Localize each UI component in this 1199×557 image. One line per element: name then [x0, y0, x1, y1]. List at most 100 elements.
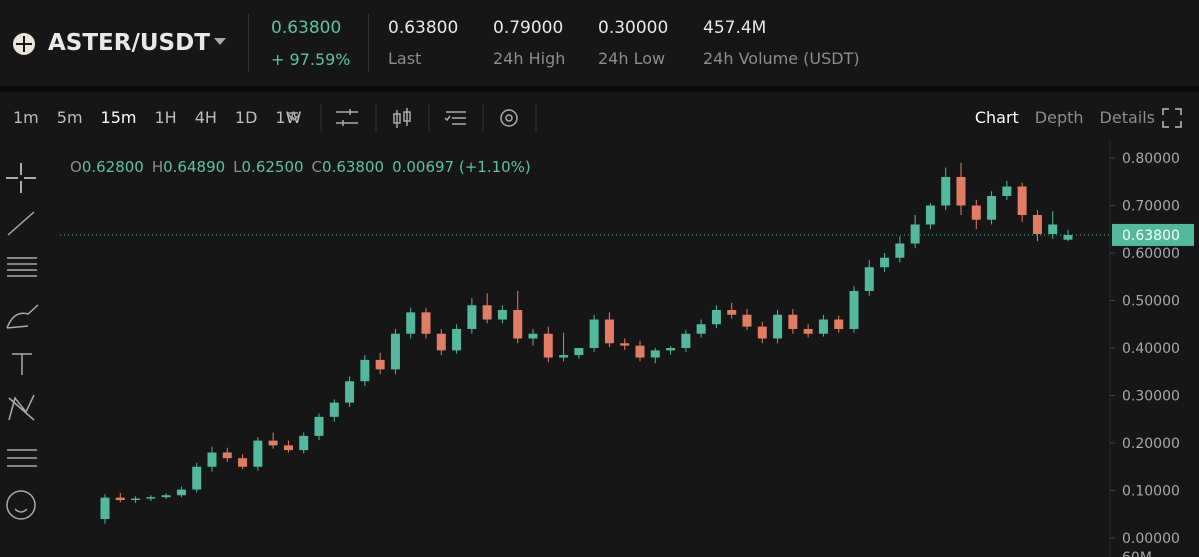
candle-body — [788, 314, 798, 329]
pair[interactable]: ASTER/USDT — [48, 30, 210, 56]
candle-body — [375, 359, 385, 370]
candle-body — [192, 466, 202, 490]
legend-key: C — [311, 158, 323, 176]
stat-label: 24h Volume (USDT) — [703, 49, 860, 68]
candle-body — [497, 310, 507, 320]
interval[interactable]: 1H — [154, 108, 177, 127]
candle-body — [559, 355, 569, 358]
candle-body — [987, 196, 997, 220]
candle-body — [864, 267, 874, 291]
candle-body — [436, 333, 446, 351]
measure-tool[interactable] — [7, 449, 37, 467]
fib-tool[interactable] — [7, 257, 37, 277]
stat-label: 24h High — [493, 49, 566, 68]
candle-body — [696, 324, 706, 334]
view-tab[interactable]: Details — [1099, 108, 1155, 127]
interval[interactable]: 1m — [13, 108, 39, 127]
candle-body — [100, 497, 110, 519]
price: 0.63800 — [271, 18, 342, 38]
list-icon[interactable] — [444, 111, 466, 125]
candle-body — [528, 333, 538, 339]
legend-value: 0.62500 — [241, 158, 304, 176]
candle-body — [345, 381, 355, 403]
interval[interactable]: 5m — [56, 108, 83, 127]
candle-body — [268, 440, 278, 446]
candle-icon[interactable] — [393, 113, 401, 124]
interval[interactable]: 15m — [100, 108, 137, 127]
separator — [0, 86, 1199, 92]
stat-label: 24h Low — [598, 49, 666, 68]
volume-label: 60M — [1122, 550, 1152, 557]
text-tool[interactable] — [12, 353, 32, 375]
candle-body — [574, 348, 584, 356]
brush[interactable] — [6, 304, 39, 329]
candle-body — [941, 177, 951, 206]
legend-key: O — [70, 158, 82, 176]
more-intervals[interactable] — [287, 113, 301, 122]
toolbar-icons — [287, 104, 537, 132]
candle-body — [834, 319, 844, 329]
candle-body — [803, 329, 813, 334]
candle-body — [681, 333, 691, 348]
candle-body — [666, 348, 676, 351]
divider — [248, 14, 249, 72]
candle-body — [895, 243, 905, 258]
coin-icon — [13, 33, 35, 55]
chart: 0.00000 0.10000 0.20000 0.30000 0.40000 0.500… — [60, 140, 1194, 557]
candle-body — [1063, 234, 1073, 240]
view-tab[interactable]: Chart — [974, 108, 1019, 127]
settings-icon[interactable] — [500, 109, 518, 127]
y-tick-label: 0.10000 — [1122, 484, 1180, 500]
candle-body — [329, 402, 339, 417]
intervals: 1m 5m 15m 1H 4H 1D 1W — [13, 108, 319, 127]
drawing-tools — [6, 163, 39, 520]
y-tick-label: 0.20000 — [1122, 436, 1180, 452]
candle-body — [742, 314, 752, 327]
candle-body — [880, 257, 890, 268]
candle-body — [482, 305, 492, 320]
last-price-label: 0.63800 — [1122, 228, 1180, 244]
change: + 97.59% — [271, 50, 351, 69]
candle-body — [406, 312, 416, 334]
dropdown-arrow[interactable] — [214, 38, 226, 46]
candle-body — [360, 359, 370, 382]
legend-key: L — [233, 158, 242, 176]
interval[interactable]: 4H — [194, 108, 217, 127]
stat-label: Last — [388, 49, 422, 68]
candle-body — [620, 343, 630, 346]
fullscreen-icon[interactable] — [1162, 108, 1182, 128]
legend-value: 0.62800 — [81, 158, 144, 176]
candle-body — [910, 224, 920, 244]
pattern-tool[interactable] — [8, 394, 35, 421]
candle-body — [956, 177, 966, 206]
emoji-tool[interactable] — [6, 490, 36, 520]
legend-value: 0.63800 — [322, 158, 385, 176]
stat-value: 0.63800 — [388, 18, 459, 38]
legend-key: H — [151, 158, 164, 176]
candle-body — [421, 312, 431, 334]
candle-body — [1032, 215, 1042, 234]
candle-body — [773, 314, 783, 339]
candle-body — [727, 310, 737, 315]
view-tab[interactable]: Depth — [1034, 108, 1084, 127]
candle-body — [604, 319, 614, 344]
indicator-icon[interactable] — [336, 109, 358, 126]
stat: 0.63800 Last — [388, 18, 458, 68]
candle-body — [1048, 224, 1058, 234]
stat-value: 0.79000 — [493, 18, 564, 38]
stat: 457.4M 24h Volume (USDT) — [703, 18, 860, 68]
candle-body — [971, 205, 981, 220]
candle-body — [925, 205, 935, 225]
candle-body — [283, 445, 293, 451]
views: Chart Depth Details — [959, 108, 1155, 127]
crosshair[interactable] — [6, 163, 36, 193]
candle-body — [711, 310, 721, 325]
header: ASTER/USDT 0.63800 + 97.59% 0.63800 Last 0… — [0, 0, 1199, 86]
interval[interactable]: 1D — [234, 108, 258, 127]
stat: 0.79000 24h High — [493, 18, 565, 68]
trend-line[interactable] — [7, 211, 35, 236]
candle-body — [238, 458, 248, 467]
candle-body — [390, 333, 400, 370]
candle-body — [589, 319, 599, 348]
